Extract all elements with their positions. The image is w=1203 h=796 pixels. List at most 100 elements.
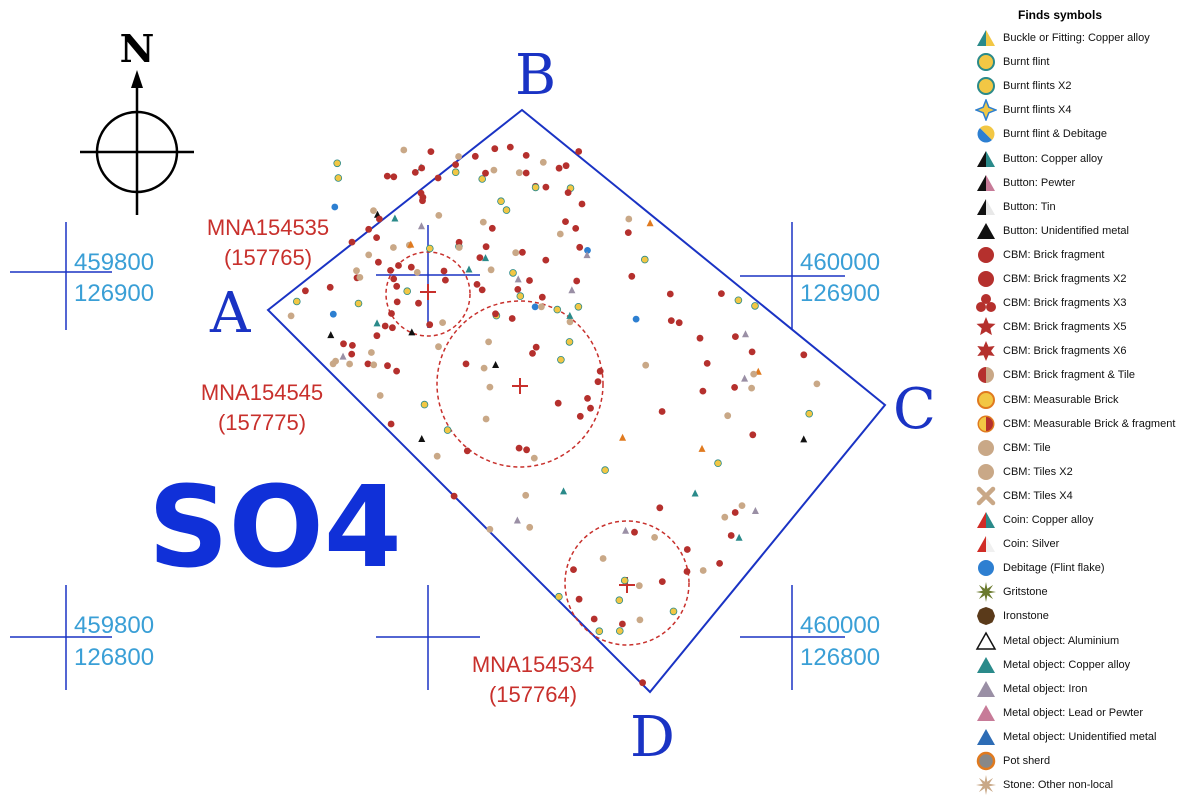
find-marker	[482, 254, 490, 262]
find-marker	[478, 286, 486, 294]
find-marker	[390, 244, 397, 251]
circle-red-icon	[978, 246, 994, 263]
legend-item: Pot sherd	[975, 750, 1203, 772]
legend-item: CBM: Tiles X4	[975, 485, 1203, 507]
triangle-black-icon	[977, 222, 995, 239]
find-marker	[471, 152, 479, 160]
find-marker	[742, 330, 750, 338]
find-marker	[651, 534, 658, 541]
legend-item: Metal object: Copper alloy	[975, 654, 1203, 676]
corner-label-a: A	[209, 281, 251, 346]
cross-tan-icon	[976, 486, 996, 506]
find-marker	[455, 244, 463, 251]
legend-item-label: Coin: Silver	[1003, 538, 1060, 551]
legend-title: Finds symbols	[1017, 8, 1103, 22]
grid-ref-easting: 459800	[74, 249, 154, 276]
find-marker	[615, 627, 624, 635]
legend-item: CBM: Brick fragment & Tile	[975, 364, 1203, 386]
find-marker	[329, 310, 337, 318]
find-marker	[506, 143, 514, 151]
legend-item: Button: Pewter	[975, 172, 1203, 194]
grid-crosses	[10, 222, 845, 690]
find-marker	[365, 251, 373, 259]
legend-item: Burnt flints X4	[975, 99, 1203, 122]
find-marker	[575, 148, 583, 155]
find-marker	[562, 218, 569, 226]
find-marker	[376, 215, 383, 223]
find-marker	[538, 293, 546, 301]
legend-item: Burnt flint & Debitage	[975, 123, 1203, 145]
legend-item: Metal object: Lead or Pewter	[975, 702, 1203, 724]
finds-layer	[287, 143, 821, 687]
grid-ref-easting: 459800	[74, 612, 154, 639]
find-marker	[479, 218, 487, 226]
find-marker	[395, 262, 402, 269]
legend-item-label: Button: Unidentified metal	[1003, 224, 1129, 237]
find-marker	[800, 351, 808, 359]
find-marker	[556, 230, 564, 238]
legend-item: CBM: Measurable Brick	[975, 389, 1203, 411]
find-marker	[594, 378, 602, 386]
circle-yellow-teal-ring-icon	[977, 77, 995, 96]
find-marker	[666, 290, 674, 298]
find-marker	[463, 447, 471, 455]
grid-ref-northing: 126800	[800, 644, 880, 671]
find-marker	[718, 290, 725, 297]
find-marker	[542, 183, 550, 191]
feature-id: (157775)	[218, 410, 306, 435]
find-marker	[393, 282, 401, 290]
legend-item: CBM: Tile	[975, 437, 1203, 459]
find-marker	[514, 286, 522, 293]
find-marker	[639, 679, 646, 687]
find-marker	[485, 338, 492, 346]
find-marker	[287, 312, 295, 320]
find-marker	[455, 153, 462, 160]
find-marker	[619, 620, 626, 628]
legend-item-label: Button: Tin	[1003, 200, 1056, 213]
find-marker	[628, 272, 636, 280]
find-marker	[393, 367, 400, 375]
grid-ref-easting: 460000	[800, 249, 880, 276]
find-marker	[384, 362, 391, 370]
find-marker	[497, 197, 505, 206]
find-marker	[595, 627, 604, 635]
find-marker	[562, 162, 570, 170]
find-marker	[442, 276, 449, 284]
find-marker	[413, 269, 421, 276]
split-triangle-black-teal-icon	[977, 150, 995, 167]
find-marker	[390, 173, 398, 181]
find-marker	[331, 203, 339, 211]
circle-red-icon	[978, 271, 994, 287]
find-marker	[391, 214, 399, 222]
find-marker	[696, 334, 704, 342]
legend-item-label: CBM: Brick fragments X3	[1003, 297, 1127, 310]
find-marker	[635, 582, 643, 590]
find-marker	[734, 296, 743, 305]
find-marker	[683, 546, 691, 553]
find-marker	[669, 607, 678, 616]
find-marker	[340, 340, 347, 348]
feature-id: (157764)	[489, 682, 577, 707]
find-marker	[800, 435, 808, 443]
find-marker	[727, 532, 735, 539]
find-marker	[478, 175, 487, 183]
find-marker	[509, 269, 517, 277]
find-marker	[326, 283, 334, 291]
circle-blue-icon	[978, 560, 994, 577]
starburst-olive-icon	[976, 582, 996, 603]
split-triangle-teal-yellow-icon	[977, 30, 995, 46]
find-marker	[625, 215, 633, 223]
find-marker	[557, 355, 565, 364]
find-marker	[724, 412, 732, 420]
find-marker	[573, 277, 581, 285]
find-marker	[732, 333, 739, 340]
circle-split-blue-yellow-icon	[977, 125, 995, 143]
find-marker	[462, 360, 470, 368]
legend-item: CBM: Brick fragment	[975, 244, 1203, 266]
find-marker	[387, 267, 394, 274]
legend-item-label: Button: Copper alloy	[1003, 152, 1103, 165]
find-marker	[407, 263, 415, 271]
split-triangle-black-white-icon	[977, 198, 995, 215]
feature-circles	[385, 251, 690, 646]
find-marker	[703, 360, 711, 367]
